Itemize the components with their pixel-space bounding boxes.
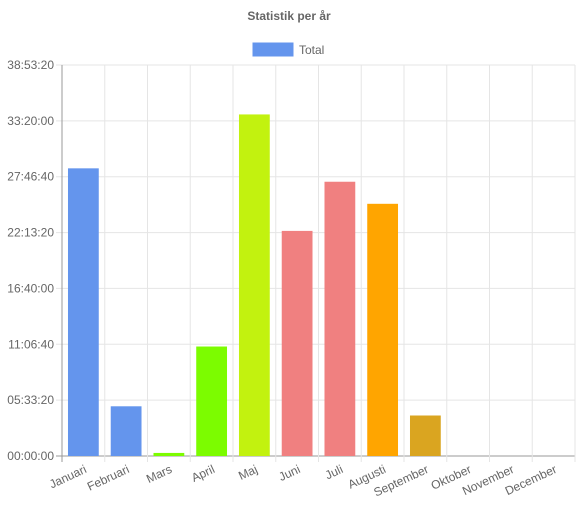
bar-mars [153, 452, 185, 456]
bar-januari [67, 168, 99, 457]
y-tick-label: 22:13:20 [7, 226, 54, 240]
bar-juni [281, 230, 313, 456]
y-tick-label: 16:40:00 [7, 281, 54, 295]
bar-april [196, 346, 228, 456]
x-tick-label: Mars [144, 462, 174, 486]
x-tick-label: April [189, 462, 217, 485]
bar-februari [110, 406, 142, 456]
y-tick-label: 11:06:40 [8, 337, 54, 351]
bar-september [409, 415, 441, 456]
legend-label: Total [299, 43, 324, 57]
x-tick-label: Februari [85, 462, 131, 494]
chart-title: Statistik per år [247, 9, 331, 23]
y-tick-label: 33:20:00 [7, 114, 54, 128]
bar-augusti [367, 203, 399, 456]
x-tick-label: Januari [47, 462, 89, 491]
bars [67, 114, 441, 457]
legend[interactable]: Total [252, 42, 324, 57]
bar-maj [238, 114, 270, 457]
y-axis-ticks: 00:00:00 05:33:20 11:06:40 16:40:00 22:13:20… [7, 58, 54, 463]
x-tick-label: Maj [236, 462, 259, 483]
y-tick-label: 27:46:40 [7, 170, 54, 184]
x-tick-label: Juni [277, 462, 303, 484]
x-tick-label: Juli [323, 462, 345, 482]
y-tick-label: 00:00:00 [7, 449, 54, 463]
y-tick-label: 05:33:20 [7, 393, 54, 407]
y-tick-label: 38:53:20 [7, 58, 54, 72]
grid [56, 64, 576, 462]
legend-swatch [252, 42, 294, 57]
bar-juli [324, 181, 356, 456]
